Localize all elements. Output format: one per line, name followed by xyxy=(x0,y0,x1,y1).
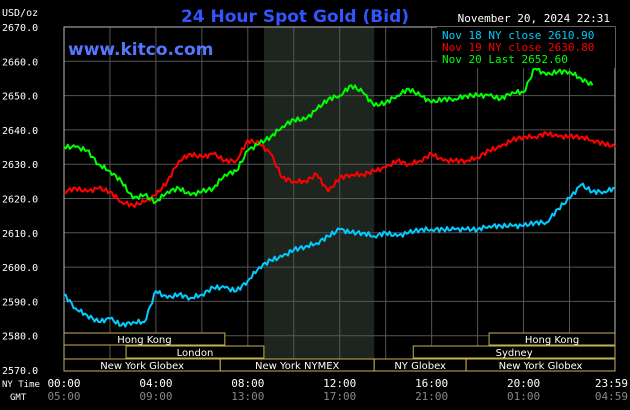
y-tick-label: 2660.0 xyxy=(2,57,38,68)
session-box xyxy=(465,358,616,372)
y-tick-label: 2610.0 xyxy=(2,229,38,240)
y-tick-label: 2570.0 xyxy=(2,366,38,377)
x-tick-label-gmt: 09:00 xyxy=(139,390,172,403)
x-tick-label-ny: 16:00 xyxy=(415,377,448,390)
y-tick-label: 2640.0 xyxy=(2,126,38,137)
x-tick-label-ny: 08:00 xyxy=(231,377,264,390)
session-box xyxy=(412,345,616,359)
y-tick-label: 2590.0 xyxy=(2,297,38,308)
y-axis-label: USD/oz xyxy=(2,8,38,19)
x-tick-label-ny: 20:00 xyxy=(507,377,540,390)
watermark: www.kitco.com xyxy=(68,40,213,60)
x-axis-label-gmt: GMT xyxy=(10,393,27,403)
session-label: Hong Kong xyxy=(117,335,171,346)
x-tick-label-gmt: 01:00 xyxy=(507,390,540,403)
session-box xyxy=(125,345,265,359)
session-label: New York NYMEX xyxy=(255,361,340,372)
legend-box xyxy=(437,27,615,68)
y-tick-labels: 2670.0 2660.0 2650.0 2640.0 2630.0 2620.0 2610… xyxy=(2,23,38,377)
legend: Nov 18 NY close 2610.90 Nov 19 NY close … xyxy=(437,27,615,68)
x-tick-label-gmt: 21:00 xyxy=(415,390,448,403)
series-lines xyxy=(63,67,616,328)
session-label: London xyxy=(177,348,214,359)
session-label: New York Globex xyxy=(499,361,583,372)
y-tick-label: 2670.0 xyxy=(2,23,38,34)
session-label: Hong Kong xyxy=(525,335,579,346)
series-line-1 xyxy=(63,182,616,328)
session-box xyxy=(63,332,226,346)
legend-item-nov19: Nov 19 NY close 2630.80 xyxy=(442,41,594,54)
y-tick-label: 2600.0 xyxy=(2,263,38,274)
legend-item-nov18: Nov 18 NY close 2610.90 xyxy=(442,29,594,42)
y-tick-label: 2580.0 xyxy=(2,332,38,343)
x-tick-label-ny: 23:59 xyxy=(595,377,628,390)
x-tick-label-ny: 12:00 xyxy=(323,377,356,390)
y-tick-label: 2630.0 xyxy=(2,160,38,171)
x-tick-label-ny: 04:00 xyxy=(139,377,172,390)
session-box xyxy=(488,332,616,346)
chart-title: 24 Hour Spot Gold (Bid) xyxy=(181,7,409,27)
x-tick-label-ny: 00:00 xyxy=(47,377,80,390)
session-label: NY Globex xyxy=(394,361,446,372)
timestamp: November 20, 2024 22:31 xyxy=(458,12,610,25)
session-label: Sydney xyxy=(496,348,533,359)
market-sessions: Hong Kong Hong Kong London Sydney New York G… xyxy=(63,332,616,372)
legend-item-nov20: Nov 20 Last 2652.60 xyxy=(442,53,568,66)
x-axis-label-ny: NY Time xyxy=(2,380,40,390)
y-tick-label: 2620.0 xyxy=(2,195,38,206)
y-tick-label: 2650.0 xyxy=(2,92,38,103)
x-tick-label-gmt: 04:59 xyxy=(595,390,628,403)
series-line-2 xyxy=(63,131,616,208)
x-tick-label-gmt: 05:00 xyxy=(47,390,80,403)
session-label: New York Globex xyxy=(100,361,184,372)
series-line-3 xyxy=(63,67,594,205)
x-tick-label-gmt: 13:00 xyxy=(231,390,264,403)
x-tick-label-gmt: 17:00 xyxy=(323,390,356,403)
